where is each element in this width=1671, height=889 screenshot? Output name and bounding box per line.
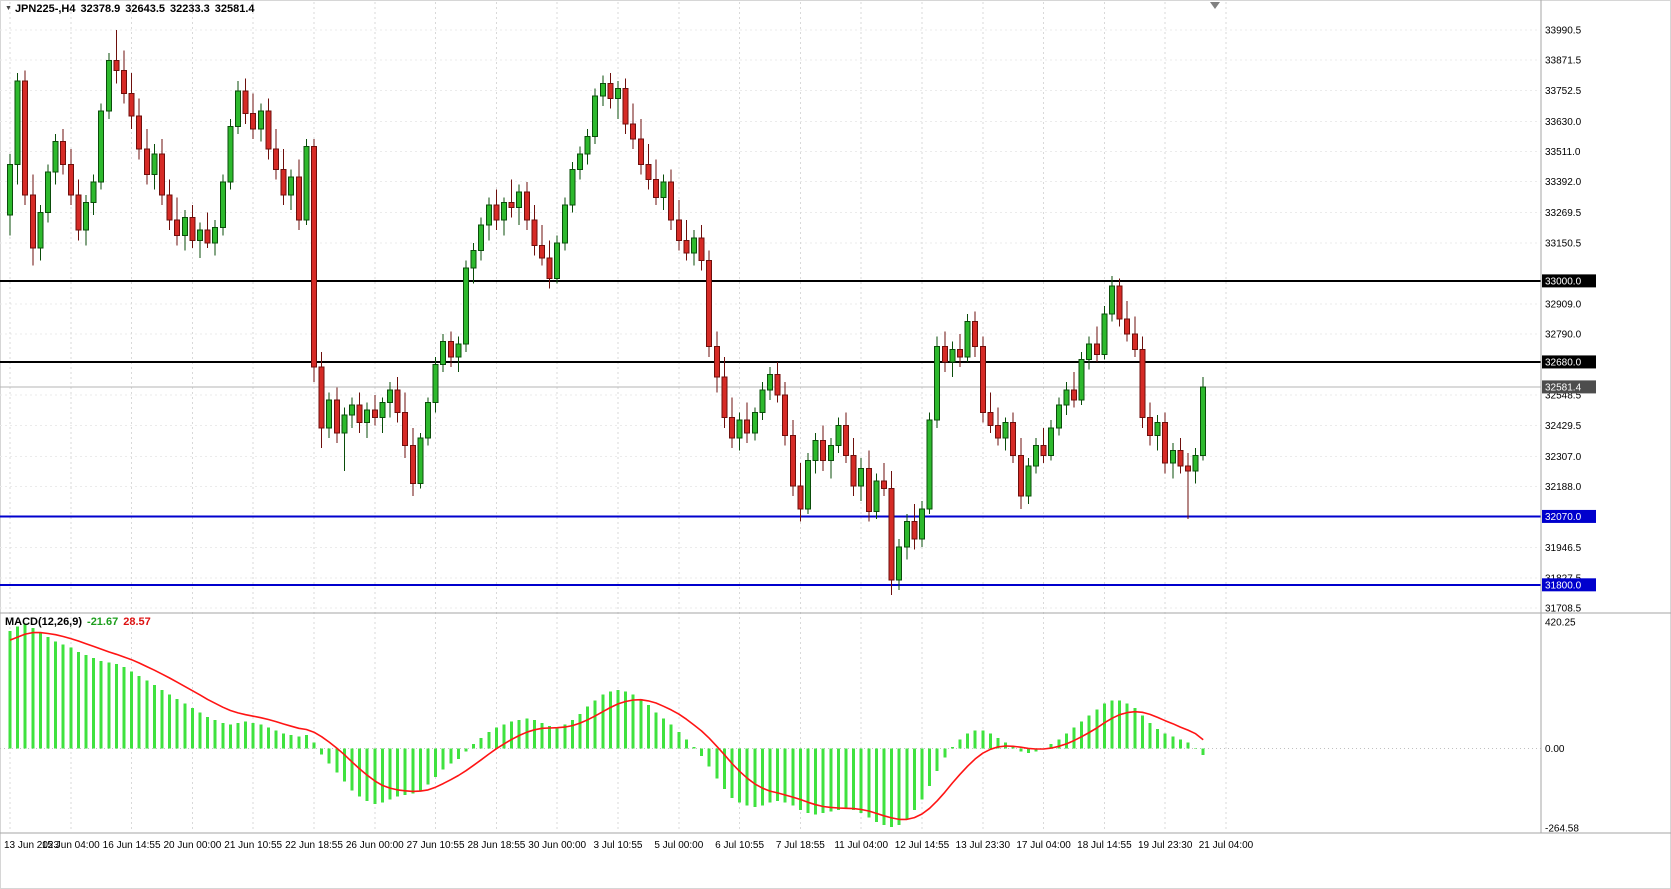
svg-text:27 Jun 10:55: 27 Jun 10:55: [407, 840, 465, 851]
svg-text:33150.5: 33150.5: [1545, 238, 1582, 249]
svg-text:32188.0: 32188.0: [1545, 482, 1582, 493]
macd-indicator-label: MACD(12,26,9) -21.67 28.57: [5, 616, 156, 628]
svg-text:16 Jun 14:55: 16 Jun 14:55: [103, 840, 161, 851]
svg-text:18 Jul 14:55: 18 Jul 14:55: [1077, 840, 1132, 851]
svg-text:33990.5: 33990.5: [1545, 26, 1582, 37]
svg-text:32790.0: 32790.0: [1545, 330, 1582, 341]
svg-text:11 Jul 04:00: 11 Jul 04:00: [834, 840, 888, 851]
horizontal-lines-layer[interactable]: [0, 279, 1541, 586]
svg-text:32548.5: 32548.5: [1545, 391, 1582, 402]
svg-text:33269.5: 33269.5: [1545, 208, 1582, 219]
svg-text:6 Jul 10:55: 6 Jul 10:55: [715, 840, 764, 851]
macd-main-value: -21.67: [87, 616, 119, 628]
svg-text:31708.5: 31708.5: [1545, 604, 1582, 615]
svg-text:32680.0: 32680.0: [1545, 357, 1582, 368]
symbol-ohlc-line: ▼ JPN225-,H4 32378.9 32643.5 32233.3 32581.4: [5, 3, 260, 15]
low-value: 32233.3: [170, 3, 210, 15]
close-value: 32581.4: [214, 3, 255, 15]
svg-text:31800.0: 31800.0: [1545, 580, 1582, 591]
macd-signal-value: 28.57: [123, 616, 151, 628]
candles-layer[interactable]: [7, 30, 1207, 595]
svg-text:33000.0: 33000.0: [1545, 276, 1582, 287]
svg-text:33511.0: 33511.0: [1545, 147, 1581, 158]
svg-text:21 Jul 04:00: 21 Jul 04:00: [1199, 840, 1254, 851]
high-value: 32643.5: [125, 3, 166, 15]
svg-text:12 Jul 14:55: 12 Jul 14:55: [895, 840, 950, 851]
svg-text:33752.5: 33752.5: [1545, 86, 1582, 97]
svg-text:32307.0: 32307.0: [1545, 452, 1582, 463]
macd-signal-layer: [9, 631, 1204, 821]
open-value: 32378.9: [80, 3, 121, 15]
svg-text:32429.5: 32429.5: [1545, 421, 1582, 432]
svg-text:30 Jun 00:00: 30 Jun 00:00: [528, 840, 586, 851]
macd-name-label: MACD(12,26,9): [5, 616, 83, 628]
symbol-marker-icon: ▼: [5, 5, 12, 12]
svg-text:15 Jun 04:00: 15 Jun 04:00: [42, 840, 100, 851]
svg-text:7 Jul 18:55: 7 Jul 18:55: [776, 840, 825, 851]
svg-text:5 Jul 00:00: 5 Jul 00:00: [654, 840, 703, 851]
svg-text:3 Jul 10:55: 3 Jul 10:55: [594, 840, 643, 851]
svg-text:17 Jul 04:00: 17 Jul 04:00: [1016, 840, 1071, 851]
svg-text:0.00: 0.00: [1545, 744, 1565, 755]
price-axis[interactable]: 33990.5 33871.5 33752.5 33630.0 33511.0 33392…: [1542, 26, 1596, 835]
pane-frames: [0, 0, 1671, 834]
svg-text:28 Jun 18:55: 28 Jun 18:55: [467, 840, 525, 851]
svg-text:33871.5: 33871.5: [1545, 56, 1582, 67]
svg-text:32909.0: 32909.0: [1545, 299, 1582, 310]
svg-text:26 Jun 00:00: 26 Jun 00:00: [346, 840, 404, 851]
svg-text:-264.58: -264.58: [1545, 824, 1579, 835]
svg-text:13 Jun 2023: 13 Jun 2023: [4, 840, 59, 851]
svg-text:32070.0: 32070.0: [1545, 512, 1582, 523]
svg-text:420.25: 420.25: [1545, 618, 1576, 629]
svg-text:33630.0: 33630.0: [1545, 117, 1582, 128]
svg-text:32581.4: 32581.4: [1545, 382, 1582, 393]
svg-text:21 Jun 10:55: 21 Jun 10:55: [224, 840, 282, 851]
chart-shift-marker-icon[interactable]: [1210, 2, 1220, 9]
macd-histogram-layer: [8, 623, 1205, 828]
svg-text:19 Jul 23:30: 19 Jul 23:30: [1138, 840, 1193, 851]
svg-text:20 Jun 00:00: 20 Jun 00:00: [163, 840, 221, 851]
svg-text:22 Jun 18:55: 22 Jun 18:55: [285, 840, 343, 851]
svg-text:33392.0: 33392.0: [1545, 177, 1582, 188]
svg-text:13 Jul 23:30: 13 Jul 23:30: [956, 840, 1011, 851]
symbol-period-label: JPN225-,H4: [14, 3, 76, 15]
svg-text:31946.5: 31946.5: [1545, 543, 1582, 554]
